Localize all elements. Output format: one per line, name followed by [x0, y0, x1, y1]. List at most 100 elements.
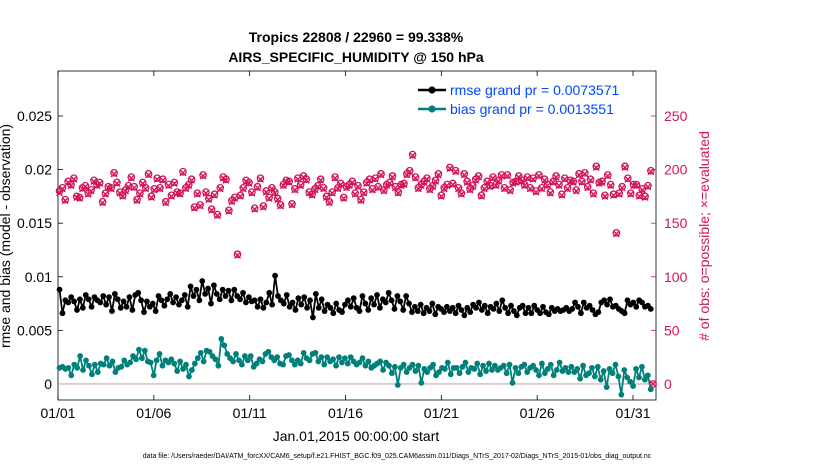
- obs-possible-point: [626, 189, 635, 198]
- obs-evaluated-point: [302, 176, 310, 184]
- obs-evaluated-point: [190, 204, 198, 212]
- rmse-point: [240, 289, 246, 296]
- rmse-point: [537, 310, 544, 317]
- bias-point: [236, 357, 242, 364]
- y-left-tick-label: 0: [44, 376, 52, 392]
- obs-possible-point: [460, 170, 469, 178]
- bias-point: [536, 372, 542, 379]
- bias-point: [636, 374, 642, 381]
- obs-evaluated-point: [288, 201, 296, 209]
- obs-possible-point: [316, 175, 325, 184]
- rmse-point: [304, 304, 311, 311]
- rmse-point: [397, 298, 404, 305]
- bias-point: [315, 358, 322, 365]
- obs-evaluated-point: [389, 173, 396, 181]
- bias-point: [68, 372, 75, 379]
- obs-possible-point: [302, 175, 311, 184]
- obs-evaluated-point: [506, 187, 514, 195]
- rmse-point: [577, 310, 584, 317]
- obs-evaluated-point: [87, 187, 95, 195]
- rmse-point: [461, 312, 468, 319]
- bias-point: [600, 368, 607, 374]
- obs-evaluated-point: [374, 184, 382, 192]
- rmse-point: [484, 310, 491, 317]
- obs-evaluated-point: [61, 197, 69, 205]
- bias-point: [389, 370, 395, 377]
- obs-possible-point: [210, 190, 219, 199]
- obs-possible-point: [179, 167, 187, 176]
- rmse-point: [586, 302, 593, 309]
- bias-point: [221, 342, 228, 349]
- obs-evaluated-point: [641, 193, 649, 201]
- bias-point: [321, 361, 328, 368]
- bias-point: [474, 360, 481, 367]
- bias-point: [206, 348, 213, 355]
- bias-point: [418, 379, 425, 386]
- obs-evaluated-point: [546, 189, 554, 197]
- rmse-point: [429, 300, 436, 307]
- obs-possible-point: [520, 180, 529, 189]
- obs-count-series: [55, 150, 657, 388]
- bias-point: [615, 373, 622, 380]
- legend-rmse-marker: [428, 86, 436, 94]
- rmse-point: [138, 297, 144, 304]
- bias-point: [641, 376, 648, 383]
- x-axis-label: Jan.01,2015 00:00:00 start: [273, 428, 440, 444]
- bias-point: [103, 355, 110, 362]
- bias-point: [500, 362, 507, 369]
- bias-point: [459, 363, 466, 370]
- obs-evaluated-point: [331, 174, 339, 182]
- obs-evaluated-point: [133, 197, 141, 205]
- obs-possible-point: [552, 172, 560, 180]
- obs-possible-point: [95, 178, 104, 187]
- obs-evaluated-point: [607, 182, 615, 190]
- rmse-point: [327, 304, 334, 311]
- obs-possible-point: [474, 172, 483, 180]
- obs-evaluated-point: [544, 182, 551, 190]
- bias-point: [550, 372, 557, 379]
- bias-point: [200, 358, 207, 365]
- rmse-point: [426, 308, 433, 314]
- obs-evaluated-point: [400, 181, 408, 189]
- obs-evaluated-point: [107, 185, 115, 193]
- rmse-point: [531, 302, 538, 309]
- rmse-point: [374, 292, 380, 298]
- bias-point: [644, 372, 651, 379]
- obs-evaluated-point: [483, 178, 491, 186]
- bias-point: [188, 367, 195, 373]
- bias-point: [624, 374, 631, 381]
- obs-evaluated-point: [354, 183, 362, 191]
- rmse-point: [385, 289, 392, 296]
- obs-evaluated-point: [615, 190, 623, 198]
- obs-evaluated-point: [176, 190, 184, 198]
- rmse-point: [260, 304, 267, 311]
- rmse-point: [342, 301, 348, 308]
- rmse-point: [269, 301, 276, 308]
- obs-evaluated-point: [153, 175, 161, 183]
- bias-point: [618, 391, 625, 398]
- obs-possible-point: [110, 168, 118, 177]
- rmse-point: [589, 307, 596, 313]
- obs-possible-point: [130, 182, 139, 191]
- obs-possible-point: [557, 190, 566, 199]
- bias-point: [341, 355, 348, 362]
- obs-possible-point: [603, 171, 612, 179]
- obs-evaluated-point: [322, 193, 330, 201]
- bias-point: [259, 358, 266, 365]
- rmse-point: [164, 296, 171, 303]
- bias-point: [403, 369, 410, 376]
- bias-point: [197, 349, 204, 356]
- rmse-point: [173, 294, 179, 301]
- obs-possible-point: [624, 174, 632, 183]
- obs-possible-point: [199, 171, 207, 179]
- y-left-tick-label: 0.01: [25, 269, 52, 285]
- obs-evaluated-point: [386, 180, 394, 188]
- rmse-point: [510, 308, 517, 314]
- bias-point: [483, 368, 489, 374]
- obs-possible-point: [601, 191, 609, 200]
- rmse-point: [190, 293, 197, 299]
- rmse-point: [522, 310, 529, 317]
- bias-point: [568, 363, 575, 370]
- bias-point: [603, 384, 610, 391]
- rmse-point: [213, 291, 220, 297]
